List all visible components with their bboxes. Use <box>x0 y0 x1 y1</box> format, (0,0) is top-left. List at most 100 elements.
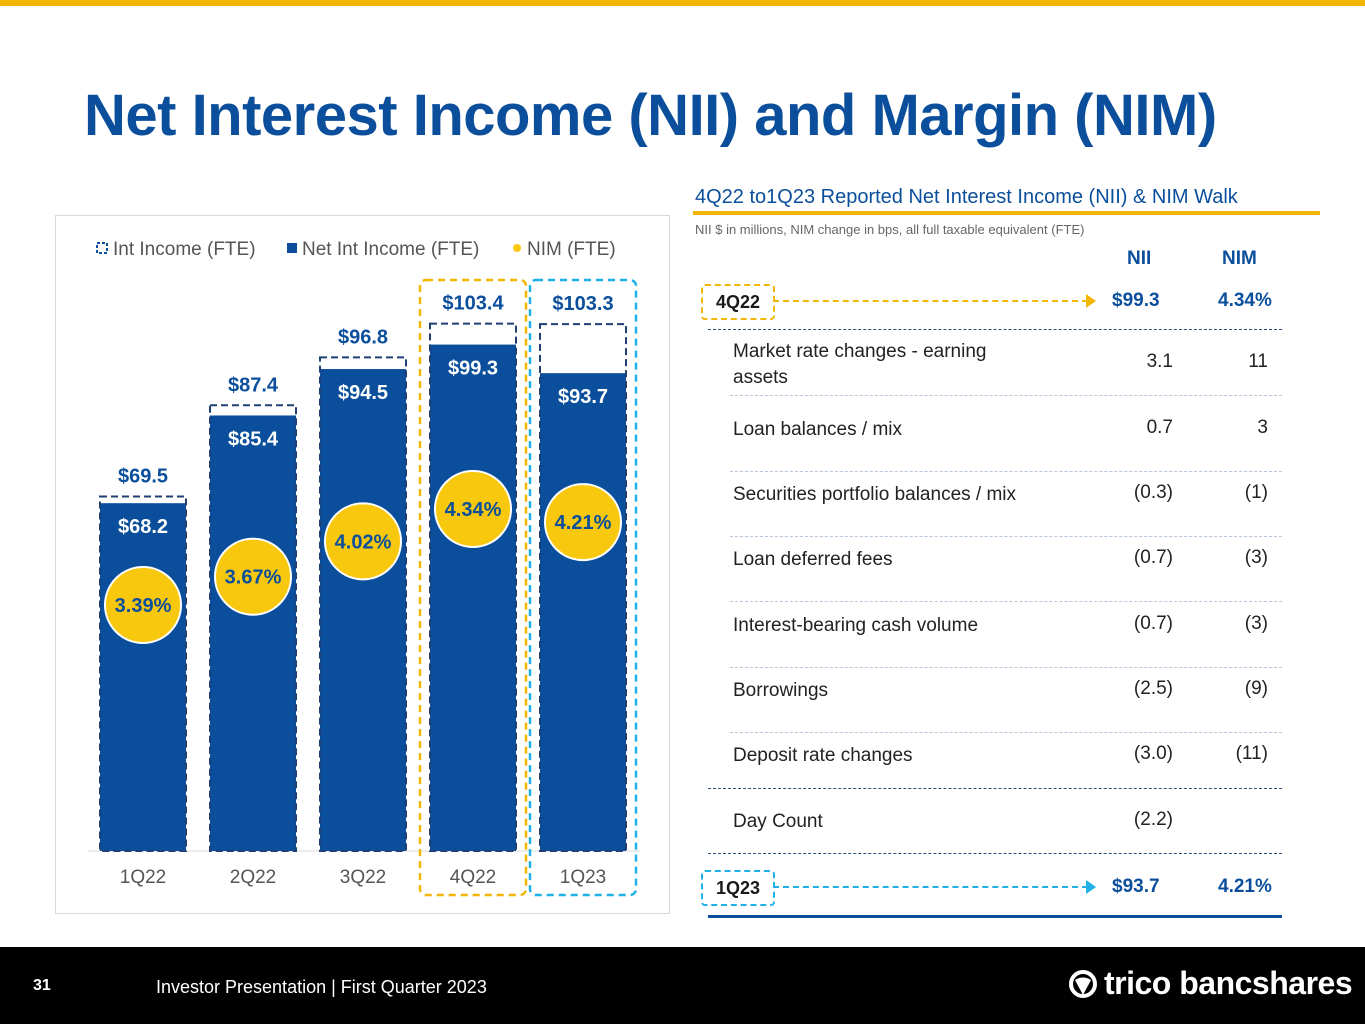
nim-marker-3Q22 <box>324 502 402 581</box>
walk-row-nii: (3.0) <box>1133 743 1173 764</box>
walk-row: Market rate changes - earning assets 3.1 1… <box>733 339 1283 389</box>
label-int-income-3Q22: $96.8 <box>338 326 388 348</box>
row-separator <box>730 471 1282 472</box>
walk-row-nim: 11 <box>1248 351 1268 372</box>
walk-row-nii: (0.7) <box>1133 613 1173 634</box>
walk-row-label: Interest-bearing cash volume <box>733 615 979 636</box>
label-nii-3Q22: $94.5 <box>338 382 388 404</box>
label-int-income-2Q22: $87.4 <box>228 374 279 396</box>
legend-int-income-icon <box>96 242 108 254</box>
walk-row: Deposit rate changes (3.0) (11) <box>733 741 1283 791</box>
x-tick-1Q22: 1Q22 <box>120 867 166 888</box>
walk-row-label: Securities portfolio balances / mix <box>733 484 1017 505</box>
nim-marker-4Q22 <box>434 470 512 548</box>
walk-row-label: Market rate changes - earning assets <box>733 341 987 388</box>
walk-row-nim: 3 <box>1257 417 1268 438</box>
bar-int-income-3Q22 <box>319 356 407 852</box>
walk-row-label: Borrowings <box>733 680 829 701</box>
end-arrow <box>773 886 1088 888</box>
col-header-nii: NII <box>1127 248 1152 269</box>
walk-row: Loan balances / mix 0.7 3 <box>733 415 1283 465</box>
label-int-income-1Q22: $69.5 <box>118 466 168 488</box>
bottom-rule <box>708 915 1282 918</box>
label-nim-3Q22: 4.02% <box>335 531 392 553</box>
walk-row-nim: (11) <box>1235 743 1268 764</box>
walk-row-nii: (2.5) <box>1133 678 1173 699</box>
start-nim: 4.34% <box>1218 290 1272 311</box>
footer: 31 Investor Presentation | First Quarter… <box>0 947 1365 1024</box>
row-separator <box>730 667 1282 668</box>
label-int-income-1Q23: $103.3 <box>552 293 613 315</box>
walk-row: Loan deferred fees (0.7) (3) <box>733 545 1283 595</box>
label-int-income-4Q22: $103.4 <box>442 293 504 315</box>
walk-row: Borrowings (2.5) (9) <box>733 676 1283 726</box>
walk-row-nii: 0.7 <box>1146 417 1173 438</box>
page-number: 31 <box>33 977 51 994</box>
walk-row: Day Count (2.2) <box>733 807 1283 857</box>
walk-row-nii: (2.2) <box>1133 809 1173 830</box>
end-label-box: 1Q23 <box>701 870 775 906</box>
nii-chart: Int Income (FTE) Net Int Income (FTE) NIM … <box>88 239 640 897</box>
row-separator <box>730 395 1282 396</box>
walk-row-nim: (1) <box>1244 482 1268 503</box>
end-arrow-head <box>1086 880 1096 894</box>
bar-int-income-2Q22 <box>209 404 297 852</box>
walk-row-nii: (0.7) <box>1133 547 1173 568</box>
legend-nii: Net Int Income (FTE) <box>302 239 479 260</box>
start-arrow-head <box>1086 294 1096 308</box>
label-nii-4Q22: $99.3 <box>448 358 498 380</box>
walk-row-label: Deposit rate changes <box>733 745 913 766</box>
label-nim-2Q22: 3.67% <box>225 567 282 589</box>
end-nii: $93.7 <box>1112 876 1160 897</box>
logo-icon <box>1069 969 1097 998</box>
x-tick-1Q23: 1Q23 <box>560 867 606 888</box>
footer-text: Investor Presentation | First Quarter 20… <box>156 977 487 997</box>
walk-row-nii: 3.1 <box>1146 351 1173 372</box>
row-separator <box>730 732 1282 733</box>
col-header-nim: NIM <box>1222 248 1257 269</box>
label-nim-4Q22: 4.34% <box>445 499 502 521</box>
walk-title: 4Q22 to1Q23 Reported Net Interest Income… <box>695 186 1238 208</box>
bar-net-int-income-1Q23 <box>540 373 626 851</box>
walk-row: Securities portfolio balances / mix (0.3)… <box>733 480 1283 530</box>
bar-net-int-income-1Q22 <box>100 503 186 851</box>
walk-row-label: Loan balances / mix <box>733 419 902 440</box>
walk-subtitle: NII $ in millions, NIM change in bps, al… <box>695 222 1085 237</box>
legend-nii-icon <box>287 243 297 253</box>
label-nim-1Q23: 4.21% <box>555 512 612 534</box>
end-nim: 4.21% <box>1218 876 1272 897</box>
nim-marker-1Q22 <box>104 566 182 644</box>
bar-net-int-income-4Q22 <box>430 344 516 851</box>
row-separator <box>730 536 1282 537</box>
x-tick-3Q22: 3Q22 <box>340 867 386 888</box>
start-nii: $99.3 <box>1112 290 1160 311</box>
x-tick-4Q22: 4Q22 <box>450 867 496 888</box>
walk-row-nii: (0.3) <box>1133 482 1173 503</box>
logo-text: trico bancshares <box>1104 965 1353 1001</box>
nim-marker-2Q22 <box>214 537 292 616</box>
separator <box>708 788 1282 789</box>
legend-nim-icon <box>513 244 521 252</box>
walk-row-label: Loan deferred fees <box>733 549 893 570</box>
legend-int-income: Int Income (FTE) <box>113 239 256 260</box>
bar-net-int-income-2Q22 <box>210 415 296 851</box>
x-tick-2Q22: 2Q22 <box>230 867 276 888</box>
bar-net-int-income-3Q22 <box>320 369 406 851</box>
separator <box>708 329 1282 330</box>
walk-row-label: Day Count <box>733 811 823 832</box>
chart-panel <box>55 215 670 914</box>
walk-row-nim: (3) <box>1244 613 1268 634</box>
company-logo: trico bancshares <box>1068 965 1353 1002</box>
legend-nim: NIM (FTE) <box>527 239 616 260</box>
bar-int-income-1Q23 <box>539 323 627 853</box>
start-arrow <box>773 300 1088 302</box>
page-title: Net Interest Income (NII) and Margin (NI… <box>84 83 1217 148</box>
walk-row-nim: (3) <box>1244 547 1268 568</box>
label-nim-1Q22: 3.39% <box>115 595 172 617</box>
highlight-4q22 <box>418 278 528 897</box>
label-nii-2Q22: $85.4 <box>228 428 279 450</box>
label-nii-1Q23: $93.7 <box>558 386 608 408</box>
highlight-1q23 <box>528 278 638 897</box>
walk-title-underline <box>693 211 1320 215</box>
walk-row-nim: (9) <box>1244 678 1268 699</box>
